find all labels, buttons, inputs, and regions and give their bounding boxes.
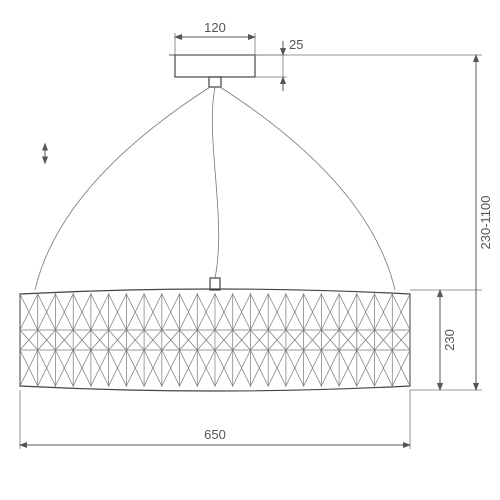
drawing-canvas: 120 25 230 230-1100 650 — [0, 0, 500, 500]
cable-right — [220, 87, 395, 290]
dim-canopy-width: 120 — [204, 20, 226, 35]
canopy — [175, 55, 255, 77]
dim-hang-range: 230-1100 — [478, 196, 493, 250]
dim-body-height: 230 — [442, 329, 457, 351]
dim-canopy-height: 25 — [289, 37, 303, 52]
dim-total-width: 650 — [204, 427, 226, 442]
power-cord — [212, 87, 218, 278]
cable-left — [35, 87, 210, 290]
